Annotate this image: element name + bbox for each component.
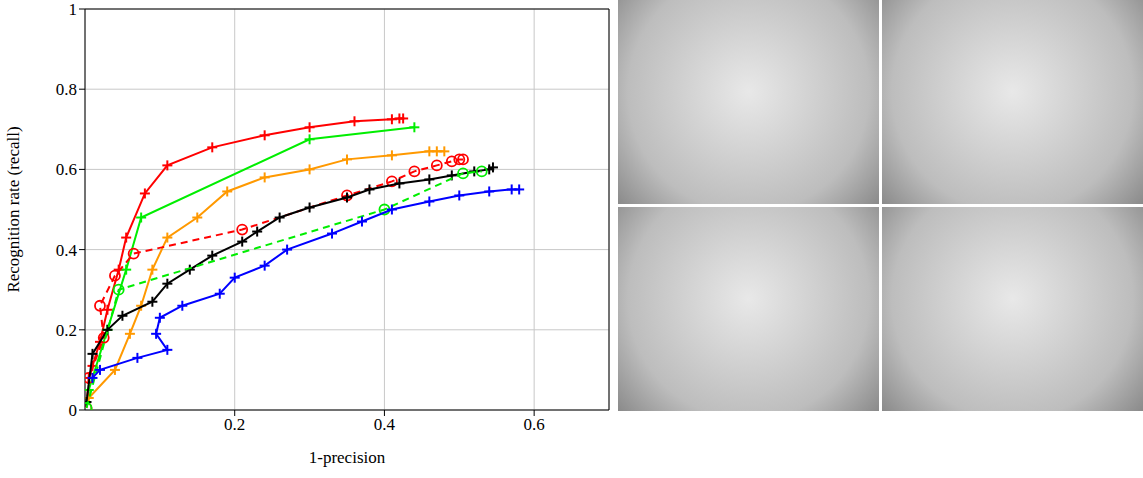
svg-text:0: 0	[69, 401, 78, 420]
svg-text:0.2: 0.2	[56, 321, 77, 340]
svg-text:1: 1	[69, 0, 78, 19]
svg-text:0.2: 0.2	[224, 415, 245, 434]
svg-text:Recognition rate (recall): Recognition rate (recall)	[4, 126, 23, 292]
svg-text:0.8: 0.8	[56, 80, 77, 99]
svg-text:0.4: 0.4	[374, 415, 396, 434]
svg-text:0.6: 0.6	[56, 160, 77, 179]
svg-text:0.6: 0.6	[524, 415, 545, 434]
svg-text:1-precision: 1-precision	[309, 448, 386, 467]
svg-text:0.4: 0.4	[56, 241, 78, 260]
